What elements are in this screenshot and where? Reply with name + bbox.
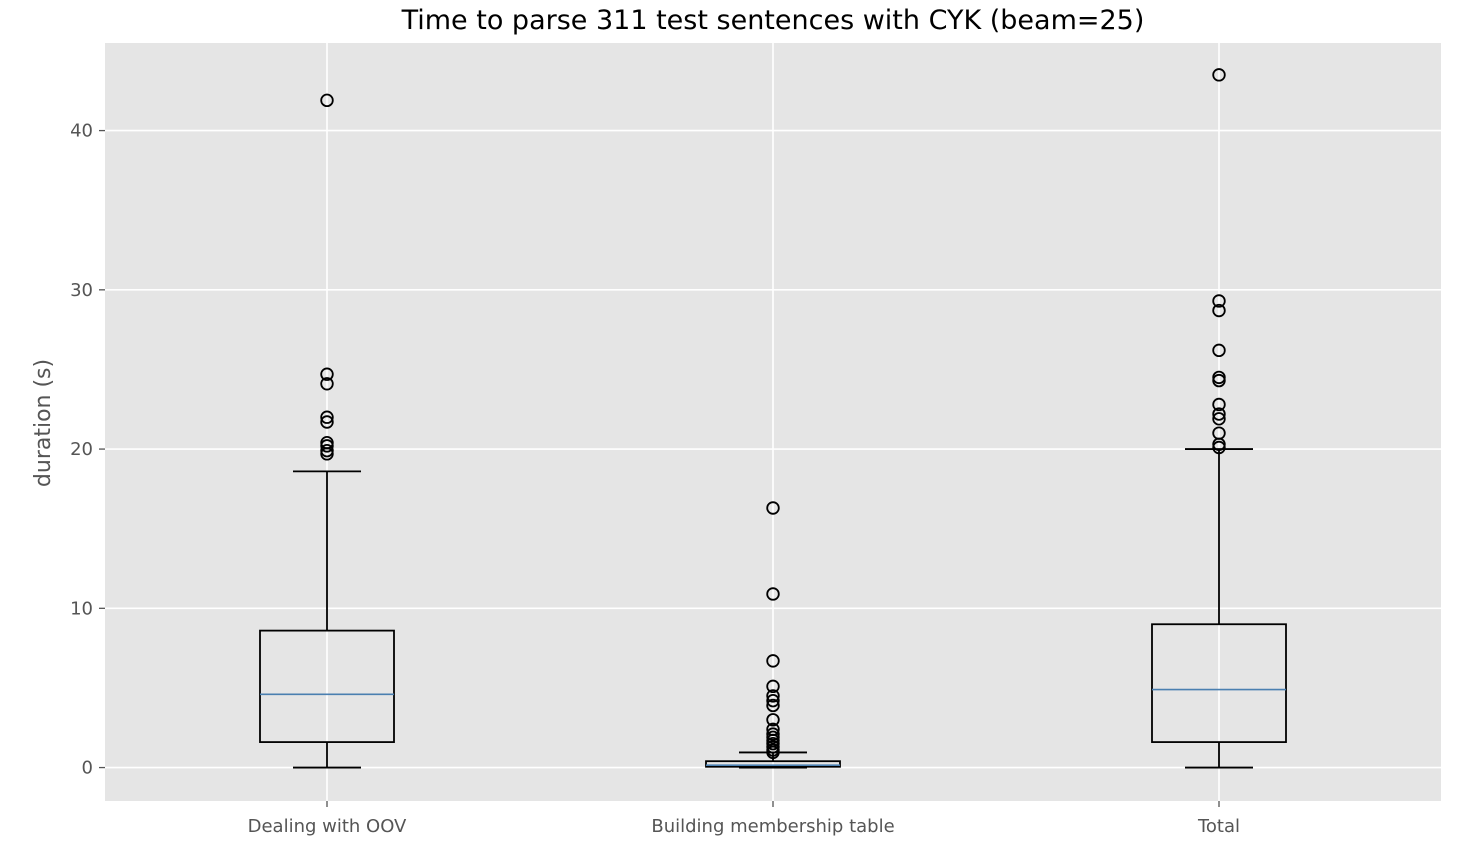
outlier-point: [766, 727, 780, 741]
outlier-point: [320, 410, 334, 424]
outlier-point: [320, 377, 334, 391]
box-group: [1151, 68, 1287, 769]
outlier-point: [1212, 426, 1226, 440]
outlier-point: [1212, 407, 1226, 421]
box-group: [259, 93, 395, 769]
iqr-box: [259, 629, 395, 743]
x-tick-label: Building membership table: [651, 816, 894, 837]
outlier-point: [766, 587, 780, 601]
outlier-point: [320, 443, 334, 458]
outlier-point: [320, 436, 334, 450]
outlier-point: [1212, 294, 1226, 308]
outlier-point: [1212, 412, 1226, 426]
axis-ticks: 0 10 20 30 40 Dealing with OOV Building member…: [70, 121, 1240, 837]
outlier-point: [1212, 303, 1226, 318]
box-group: [705, 501, 841, 769]
outlier-point: [766, 501, 780, 515]
outlier-point: [766, 654, 780, 668]
y-tick-label: 10: [70, 598, 93, 619]
outlier-point: [766, 713, 780, 727]
outlier-point: [1212, 68, 1226, 82]
outlier-point: [320, 415, 334, 429]
outlier-point: [766, 698, 780, 713]
y-tick-label: 30: [70, 280, 93, 301]
outlier-point: [766, 693, 780, 708]
y-tick-label: 0: [82, 758, 93, 779]
x-tick-label: Dealing with OOV: [248, 816, 407, 837]
y-axis-label: duration (s): [31, 359, 56, 487]
boxes: [259, 68, 1287, 769]
iqr-box: [1151, 623, 1287, 743]
outlier-point: [320, 93, 334, 108]
outlier-point: [1212, 343, 1226, 358]
iqr-box: [705, 760, 841, 768]
outlier-point: [1212, 397, 1226, 412]
outlier-point: [1212, 370, 1226, 385]
x-tick-label: Total: [1197, 816, 1240, 837]
chart-title: Time to parse 311 test sentences with CY…: [401, 5, 1145, 36]
outlier-point: [766, 689, 780, 703]
outlier-point: [766, 722, 780, 737]
outlier-point: [320, 367, 334, 381]
y-tick-label: 20: [70, 439, 93, 460]
outlier-point: [766, 679, 780, 694]
y-tick-label: 40: [70, 121, 93, 142]
